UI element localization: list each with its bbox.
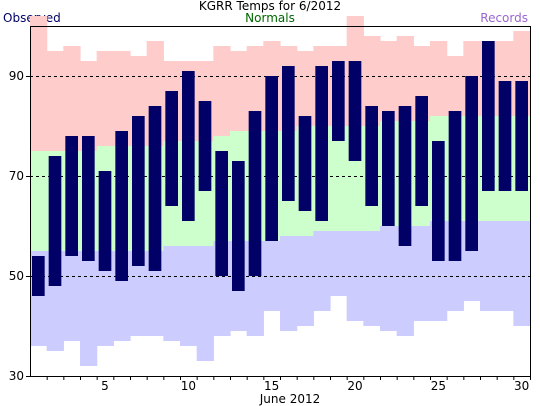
record-low-band-day-3 [63,251,81,341]
y-tick-label-90: 90 [9,69,24,83]
observed-bar-day-25 [432,141,445,261]
record-high-band-day-13 [230,51,248,131]
record-high-band-day-5 [96,51,114,146]
x-tick-label-5: 5 [101,379,109,393]
observed-bar-day-15 [265,76,278,241]
record-low-band-day-28 [480,221,498,311]
observed-bar-day-2 [48,156,62,286]
axes: 30 50 70 90 5 10 15 20 25 30 June 2012 [9,69,531,406]
observed-bar-day-20 [348,61,362,161]
observed-bars [32,41,528,296]
record-high-band-day-26 [446,56,464,116]
record-high-band-day-3 [63,46,81,151]
legend-records: Records [480,11,528,25]
record-high-band-day-21 [363,36,381,126]
x-axis-label: June 2012 [259,392,321,406]
record-low-band-day-29 [496,221,514,311]
record-low-band-day-5 [96,251,114,346]
x-tick-label-20: 20 [347,379,362,393]
observed-bar-day-24 [415,96,428,206]
observed-bar-day-10 [182,71,195,221]
observed-bar-day-12 [215,151,228,276]
record-high-band-day-2 [46,51,64,151]
grid-lines [30,76,530,277]
observed-bar-day-8 [148,106,162,271]
observed-bar-day-6 [115,131,128,281]
record-low-band-day-4 [80,251,98,366]
record-low-band-day-9 [163,246,181,341]
record-low-band-day-11 [196,246,214,361]
y-tick-label-30: 30 [9,369,24,383]
record-high-band-day-1 [30,16,48,151]
x-tick-label-15: 15 [264,379,279,393]
record-low-band-day-21 [363,231,381,326]
x-tick-label-30: 30 [514,379,529,393]
observed-bar-day-30 [515,81,528,191]
observed-bar-day-13 [232,161,245,291]
record-low-band-day-30 [513,221,531,326]
record-high-band-day-22 [380,41,398,121]
record-high-band-day-17 [296,51,314,126]
observed-bar-day-16 [282,66,295,201]
record-high-band-day-4 [80,61,98,151]
record-high-band-day-23 [396,36,414,121]
record-low-band-day-18 [313,231,331,311]
observed-bar-day-21 [365,106,378,206]
observed-bar-day-17 [298,116,312,211]
legend-normals: Normals [245,11,295,25]
normal-band-day-1 [30,151,48,251]
normal-band-day-19 [330,126,348,231]
observed-bar-day-4 [82,136,95,261]
observed-bar-day-27 [465,76,478,251]
observed-bar-day-5 [98,171,112,271]
record-low-band-day-8 [146,251,164,336]
record-low-band-day-22 [380,226,398,331]
x-tick-label-10: 10 [181,379,196,393]
observed-bar-day-9 [165,91,178,206]
observed-bar-day-7 [132,116,145,266]
record-low-band-day-10 [180,246,198,346]
observed-bar-day-28 [482,41,495,191]
record-low-band-day-17 [296,236,314,326]
record-high-band-day-6 [113,51,131,146]
observed-bar-day-29 [498,81,512,191]
record-high-band-day-12 [213,46,231,136]
observed-bar-day-23 [398,106,412,246]
observed-bar-day-11 [198,101,212,191]
record-low-band-day-24 [413,226,431,321]
observed-bar-day-19 [332,61,345,141]
y-tick-label-50: 50 [9,269,24,283]
record-low-band-day-19 [330,231,348,296]
record-high-band-day-25 [430,41,448,116]
x-tick-label-25: 25 [431,379,446,393]
y-tick-label-70: 70 [9,169,24,183]
record-low-band-day-23 [396,226,414,336]
chart-title: KGRR Temps for 6/2012 [198,0,342,13]
record-low-band-day-16 [280,236,298,331]
observed-bar-day-26 [448,111,462,261]
record-low-band-day-7 [130,251,148,336]
observed-bar-day-3 [65,136,78,256]
observed-bar-day-1 [32,256,45,296]
observed-bar-day-22 [382,111,395,226]
record-high-band-day-14 [246,46,264,131]
observed-bar-day-14 [248,111,262,276]
observed-bar-day-18 [315,66,328,221]
